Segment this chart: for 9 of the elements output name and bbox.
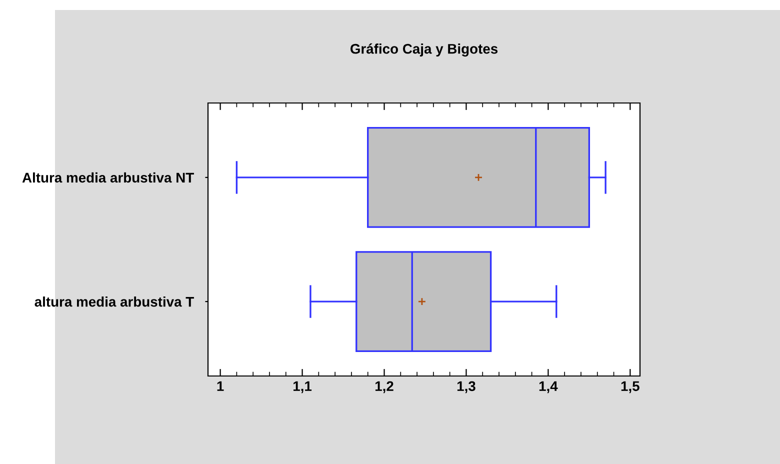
- x-tick-label: 1,3: [457, 381, 476, 394]
- x-tick-label: 1,4: [539, 381, 558, 394]
- x-tick-label: 1,5: [621, 381, 640, 394]
- x-tick-label: 1,2: [375, 381, 394, 394]
- y-tick-label: Altura media arbustiva NT: [22, 172, 194, 183]
- y-tick-label: altura media arbustiva T: [34, 296, 194, 307]
- chart-title: Gráfico Caja y Bigotes: [350, 43, 498, 57]
- x-tick-label: 1: [217, 381, 224, 391]
- x-tick-label: 1,1: [293, 381, 312, 394]
